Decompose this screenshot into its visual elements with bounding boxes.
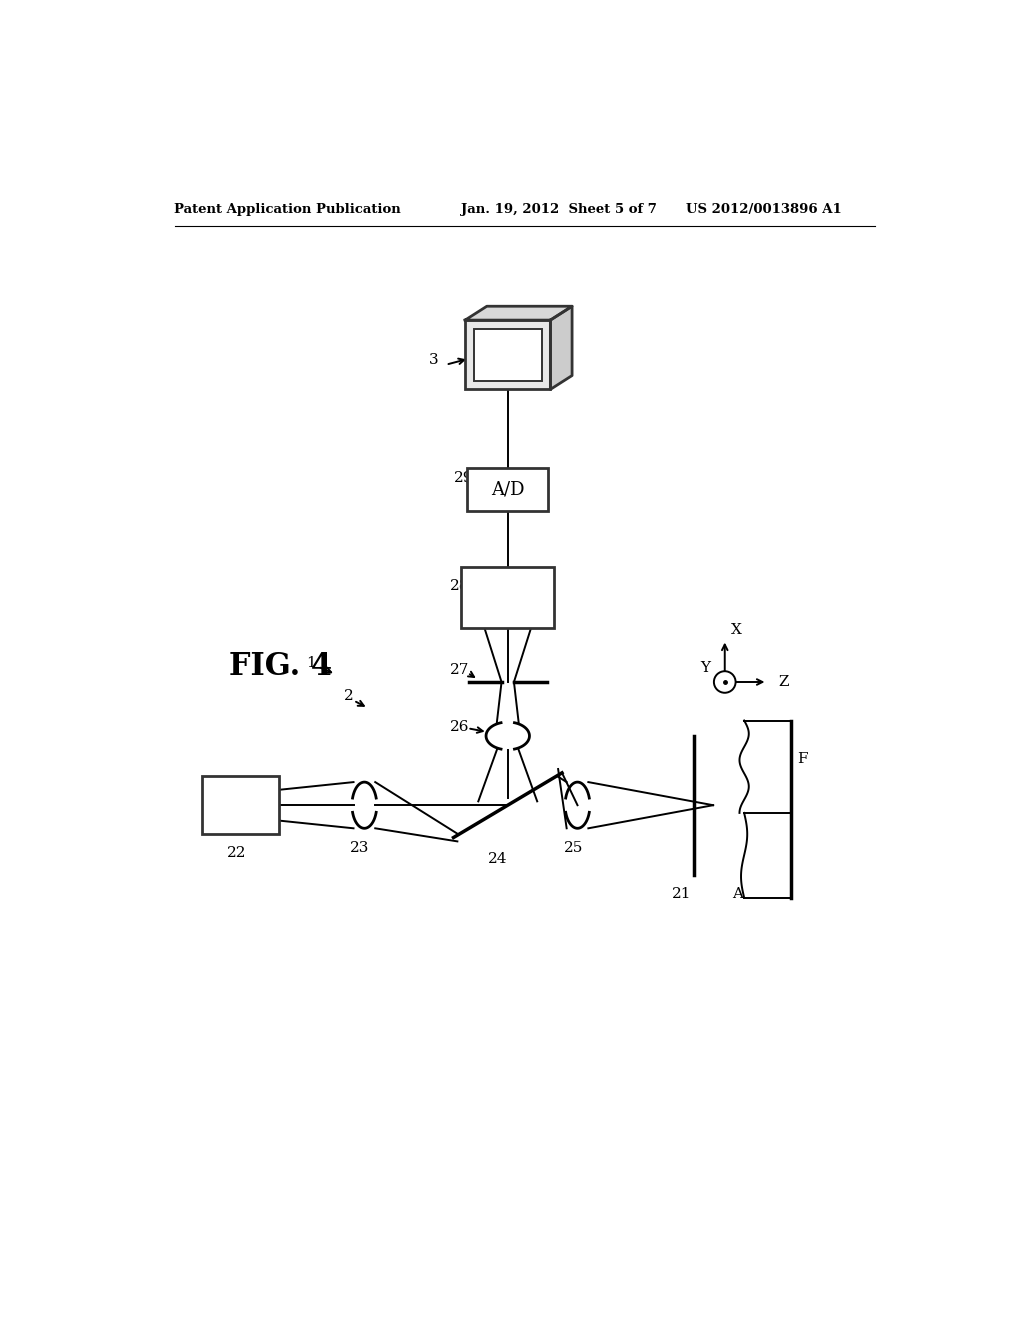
Text: 27: 27 xyxy=(450,664,469,677)
Text: 25: 25 xyxy=(564,841,584,854)
Text: Jan. 19, 2012  Sheet 5 of 7: Jan. 19, 2012 Sheet 5 of 7 xyxy=(461,203,657,216)
Text: Patent Application Publication: Patent Application Publication xyxy=(174,203,401,216)
Bar xyxy=(465,321,550,389)
Text: 24: 24 xyxy=(488,853,508,866)
Text: A: A xyxy=(732,887,743,900)
Text: 22: 22 xyxy=(226,846,246,861)
Bar xyxy=(461,566,554,628)
Text: FIG. 4: FIG. 4 xyxy=(228,651,332,682)
Text: 29: 29 xyxy=(454,471,473,484)
Circle shape xyxy=(714,671,735,693)
Bar xyxy=(474,329,542,381)
Polygon shape xyxy=(550,306,572,389)
Text: 26: 26 xyxy=(450,719,469,734)
Bar xyxy=(467,469,549,511)
Polygon shape xyxy=(465,306,572,321)
Text: 2: 2 xyxy=(343,689,353,702)
Text: A/D: A/D xyxy=(490,480,524,499)
Text: 21: 21 xyxy=(673,887,692,900)
Text: 1: 1 xyxy=(306,656,316,669)
Text: 23: 23 xyxy=(350,841,370,854)
Text: X: X xyxy=(731,623,741,638)
Text: 3: 3 xyxy=(429,354,438,367)
Text: Y: Y xyxy=(700,661,710,675)
Text: US 2012/0013896 A1: US 2012/0013896 A1 xyxy=(686,203,842,216)
Text: F: F xyxy=(797,752,807,766)
Bar xyxy=(202,776,280,834)
Text: 28: 28 xyxy=(450,578,469,593)
Text: Z: Z xyxy=(778,675,788,689)
